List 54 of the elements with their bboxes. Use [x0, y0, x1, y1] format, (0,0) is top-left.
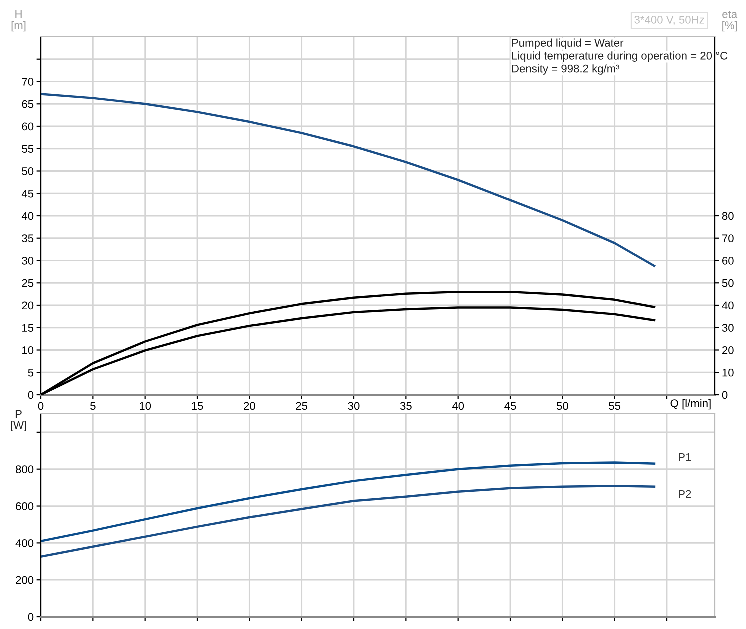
x-tick-label: 20	[244, 402, 256, 410]
y-axis-title: H [m]	[12, 10, 26, 32]
x-tick-label: 0	[38, 402, 44, 410]
line-series	[41, 485, 656, 558]
y-tick-label: 25	[22, 279, 34, 288]
line-series	[41, 462, 656, 542]
x-axis-title: Q [l/min]	[670, 399, 711, 410]
annotation: Liquid temperature during operation = 20 °C	[512, 52, 728, 62]
y-tick-label: 45	[22, 190, 34, 198]
x-tick-label: 15	[192, 402, 204, 410]
y-tick-label: 20	[22, 302, 34, 310]
x-tick-label: 25	[296, 402, 308, 410]
text: 3*400 V, 50Hz	[634, 16, 704, 26]
y2-tick-label: 60	[722, 257, 734, 265]
y-tick-label: 0	[28, 613, 34, 622]
y2-tick-label: 50	[722, 279, 734, 288]
x-tick-label: 30	[348, 402, 360, 410]
y2-tick-label: 40	[722, 302, 734, 310]
y2-tick-label: 70	[722, 234, 734, 243]
y-tick-label: 70	[22, 78, 34, 86]
y2-axis-title: eta [%]	[722, 11, 738, 32]
y-tick-label: 10	[22, 346, 34, 354]
line-series	[41, 93, 656, 268]
text: P2	[679, 490, 692, 498]
y-tick-label: 65	[22, 100, 34, 108]
annotation: Density = 998.2 kg/m³	[512, 64, 620, 75]
y-tick-label: 400	[16, 539, 34, 548]
x-tick-label: 40	[452, 402, 464, 410]
y-tick-label: 0	[28, 391, 34, 400]
y-axis-title: P [W]	[11, 410, 26, 432]
y-tick-label: 50	[22, 168, 34, 176]
y-tick-label: 800	[16, 466, 34, 474]
y2-tick-label: 0	[722, 391, 728, 400]
y-tick-label: 55	[22, 145, 34, 154]
y-tick-label: 30	[22, 257, 34, 265]
y-tick-label: 200	[16, 576, 34, 584]
y-tick-label: 600	[16, 502, 34, 510]
x-tick-label: 55	[609, 402, 621, 410]
x-tick-label: 10	[140, 402, 152, 410]
text: P1	[679, 454, 692, 462]
y2-tick-label: 80	[722, 212, 734, 220]
x-tick-label: 35	[400, 402, 412, 410]
x-tick-label: 45	[504, 402, 516, 410]
x-tick-label: 5	[90, 402, 96, 410]
y-tick-label: 60	[22, 122, 34, 131]
annotation: Pumped liquid = Water	[512, 38, 624, 50]
y2-tick-label: 30	[722, 324, 734, 332]
y2-tick-label: 20	[722, 346, 734, 354]
x-tick-label: 50	[556, 402, 568, 410]
y2-tick-label: 10	[722, 368, 734, 377]
y-tick-label: 5	[28, 369, 34, 377]
y-tick-label: 15	[22, 324, 34, 332]
y-tick-label: 40	[22, 212, 34, 220]
y-tick-label: 35	[22, 234, 34, 243]
